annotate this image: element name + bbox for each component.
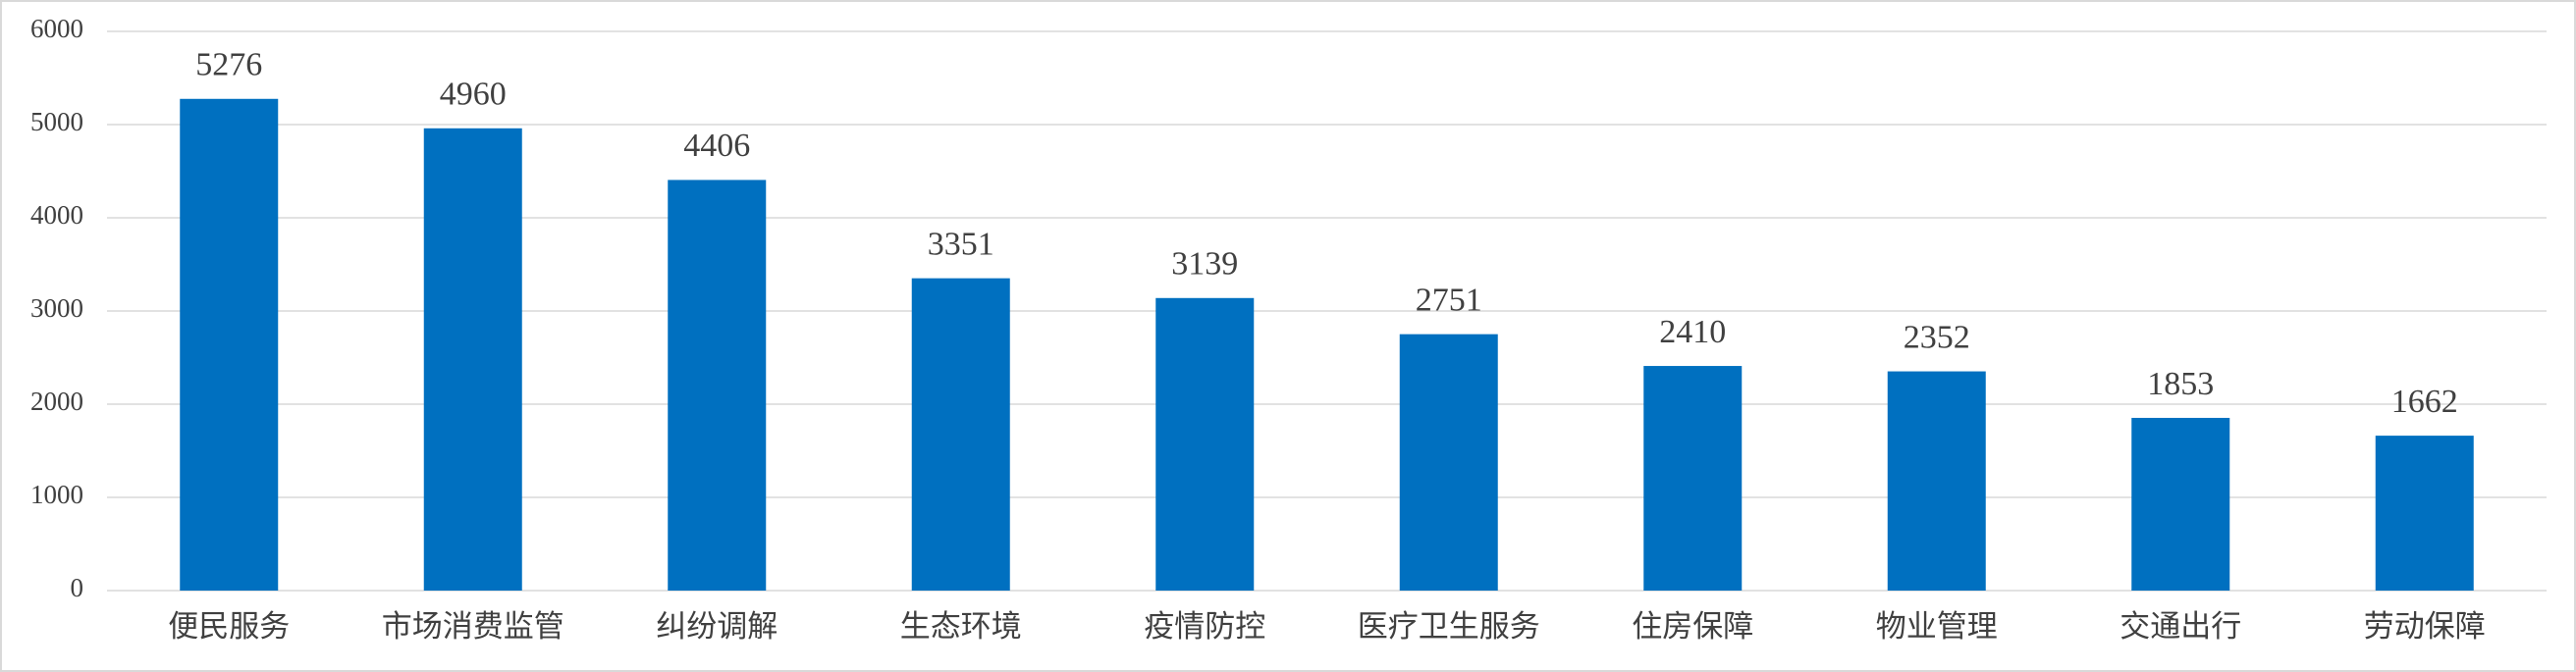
data-label: 2352	[1904, 319, 1970, 355]
data-label: 3351	[928, 226, 994, 262]
bar	[668, 180, 767, 591]
y-tick-label: 2000	[30, 387, 83, 416]
bar	[911, 278, 1010, 591]
data-label: 4406	[683, 128, 750, 164]
bar	[423, 128, 522, 592]
data-label: 3139	[1171, 246, 1238, 283]
bar	[180, 98, 279, 591]
bar	[2375, 436, 2474, 591]
x-tick-label: 生态环境	[900, 609, 1022, 644]
bar	[1155, 297, 1255, 591]
bar	[1399, 334, 1498, 591]
x-tick-label: 住房保障	[1632, 609, 1753, 644]
data-label: 1853	[2147, 366, 2214, 402]
x-tick-label: 医疗卫生服务	[1358, 609, 1540, 644]
x-tick-label: 便民服务	[168, 609, 290, 644]
x-tick-label: 市场消费监管	[382, 609, 564, 644]
x-tick-label: 疫情防控	[1144, 609, 1265, 644]
bar	[1887, 371, 1986, 591]
x-tick-label: 物业管理	[1876, 609, 1998, 644]
bar	[1643, 366, 1743, 591]
data-label: 5276	[195, 47, 262, 83]
y-tick-label: 3000	[30, 293, 83, 323]
y-tick-label: 4000	[30, 200, 83, 230]
x-tick-label: 纠纷调解	[656, 609, 778, 644]
y-tick-label: 6000	[30, 14, 83, 43]
y-tick-label: 1000	[30, 480, 83, 509]
data-label: 4960	[440, 77, 507, 113]
data-label: 2751	[1416, 282, 1482, 318]
x-tick-label: 交通出行	[2120, 609, 2241, 644]
bar	[2131, 417, 2230, 591]
y-tick-label: 5000	[30, 107, 83, 136]
data-label: 1662	[2391, 384, 2458, 420]
y-tick-label: 0	[71, 573, 84, 602]
x-tick-label: 劳动保障	[2364, 609, 2486, 644]
data-label: 2410	[1659, 314, 1726, 350]
